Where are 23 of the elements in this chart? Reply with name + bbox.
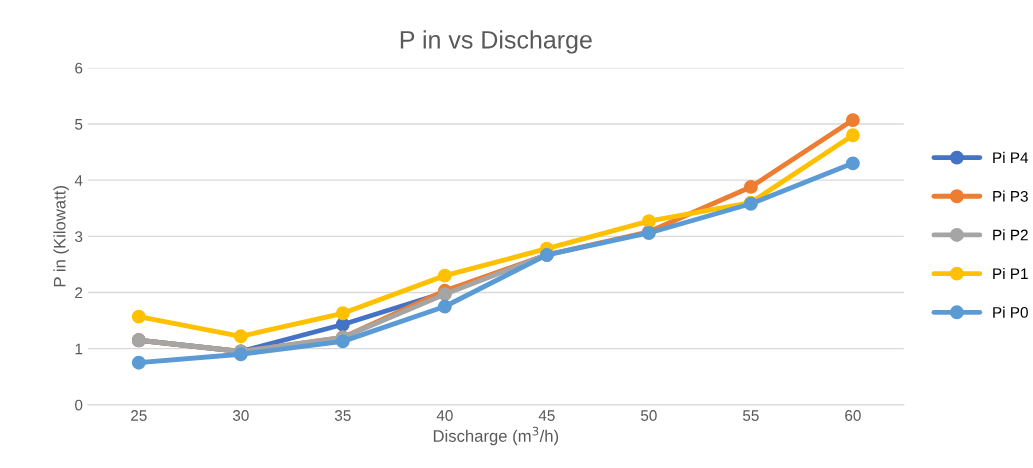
y-tick-label: 1 bbox=[75, 343, 83, 355]
x-tick-label: 40 bbox=[436, 410, 453, 421]
x-tick-label: 60 bbox=[845, 410, 861, 421]
x-tick-label: 25 bbox=[131, 410, 147, 421]
x-tick-label: 45 bbox=[538, 410, 555, 421]
y-tick-label: 0 bbox=[75, 399, 83, 411]
legend-label: Pi P0 bbox=[993, 306, 1028, 318]
x-axis-title: Discharge (m$^{3}$/h) bbox=[433, 426, 559, 446]
legend-label: Pi P2 bbox=[993, 229, 1028, 241]
x-tick-label: 55 bbox=[742, 410, 759, 421]
y-tick-label: 4 bbox=[74, 175, 83, 186]
x-tick-label: 35 bbox=[334, 410, 351, 421]
legend-label: Pi P4 bbox=[993, 151, 1029, 163]
y-tick-label: 6 bbox=[75, 62, 83, 74]
y-tick-label: 5 bbox=[75, 119, 83, 130]
x-tick-label: 30 bbox=[232, 410, 249, 421]
y-tick-label: 2 bbox=[75, 287, 83, 299]
legend-label: Pi P1 bbox=[993, 267, 1028, 279]
legend-label: Pi P3 bbox=[993, 190, 1028, 202]
chart-title: P in vs Discharge bbox=[400, 30, 592, 54]
y-tick-label: 3 bbox=[75, 231, 83, 243]
y-axis-title: P in (Kilowatt) bbox=[53, 186, 69, 287]
x-tick-label: 50 bbox=[640, 410, 657, 421]
